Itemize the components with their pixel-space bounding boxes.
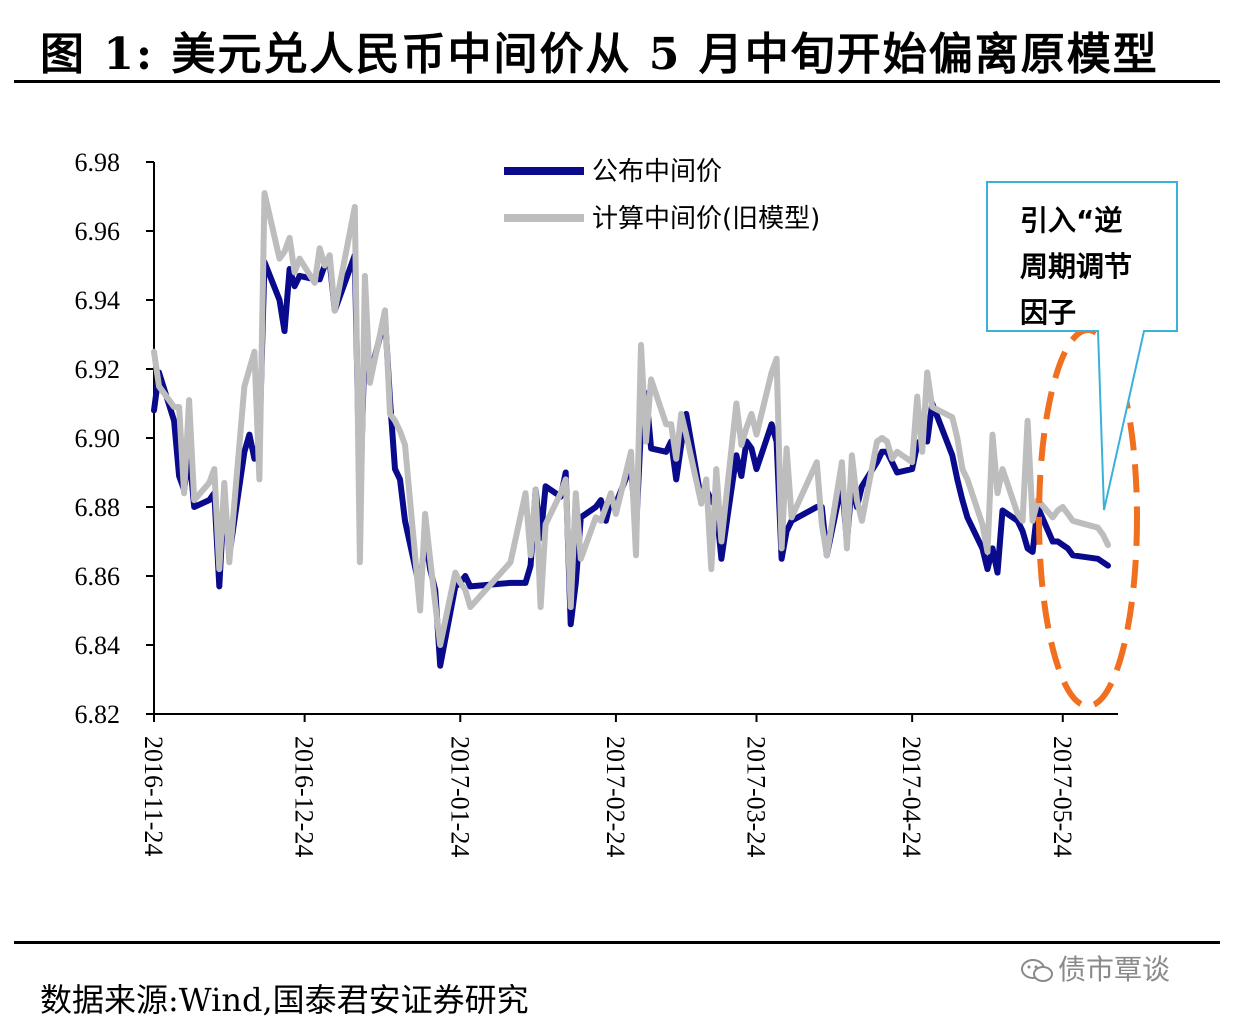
x-tick-label: 2016-12-24 [290, 736, 319, 857]
y-tick-label: 6.96 [75, 217, 121, 246]
legend-label-1: 公布中间价 [592, 157, 722, 187]
x-tick-label: 2016-11-24 [139, 736, 168, 856]
callout-text-line-1: 引入“逆 [1020, 204, 1122, 237]
plot-area: 6.82 6.84 6.86 6.88 6.90 6.92 6.94 6.96 6.98 2016… [75, 148, 1178, 857]
wechat-icon [1021, 959, 1053, 982]
callout-text-line-2: 周期调节 [1020, 250, 1132, 283]
y-tick-label: 6.84 [75, 631, 121, 660]
y-tick-label: 6.94 [75, 286, 121, 315]
data-source: 数据来源:Wind,国泰君安证券研究 [40, 981, 529, 1019]
chart-title: 图 1: 美元兑人民币中间价从 5 月中旬开始偏离原模型 [40, 29, 1159, 80]
y-tick-label: 6.88 [75, 493, 121, 522]
x-tick-label: 2017-01-24 [445, 736, 474, 857]
callout-text-line-3: 因子 [1020, 296, 1076, 329]
bottom-rule [14, 941, 1220, 944]
y-tick-label: 6.92 [75, 355, 121, 384]
y-tick-label: 6.82 [75, 700, 121, 729]
y-tick-label: 6.90 [75, 424, 121, 453]
watermark: 债市覃谈 [1020, 948, 1170, 988]
legend-label-2: 计算中间价(旧模型) [592, 204, 820, 234]
x-tick-label: 2017-02-24 [601, 736, 630, 857]
x-tick-label: 2017-03-24 [742, 736, 771, 857]
x-tick-label: 2017-05-24 [1048, 736, 1077, 857]
callout-box [986, 181, 1178, 511]
y-tick-label: 6.98 [75, 148, 121, 177]
top-rule [14, 80, 1220, 83]
x-tick-label: 2017-04-24 [897, 736, 926, 857]
line-chart: 6.82 6.84 6.86 6.88 6.90 6.92 6.94 6.96 6.98 2016… [75, 148, 1178, 857]
series-line-2 [151, 190, 1111, 648]
y-tick-label: 6.86 [75, 562, 121, 591]
watermark-text: 债市覃谈 [1058, 953, 1171, 986]
